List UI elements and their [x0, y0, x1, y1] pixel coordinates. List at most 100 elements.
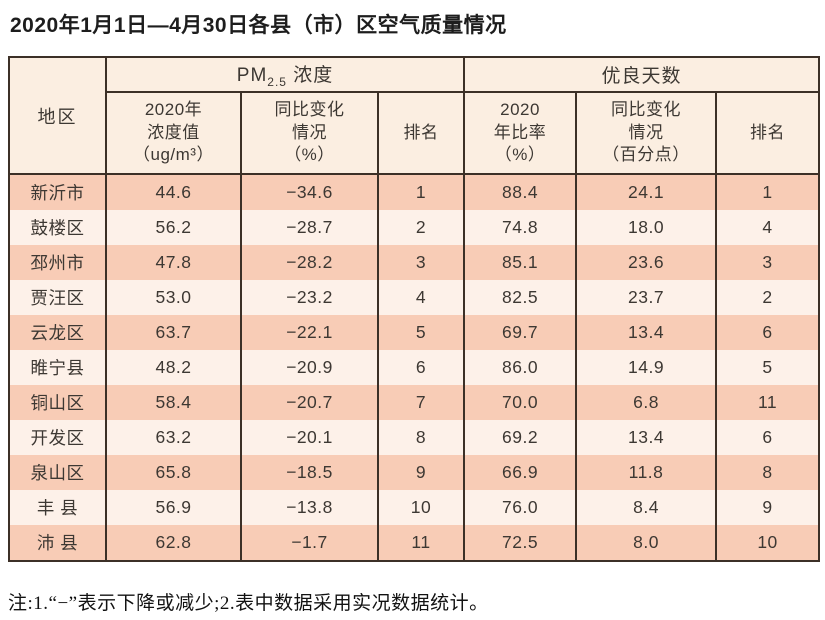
- good-rank-cell: 2: [715, 280, 821, 315]
- pm-change-cell: −34.6: [240, 174, 379, 210]
- page-title: 2020年1月1日—4月30日各县（市）区空气质量情况: [10, 14, 507, 37]
- region-cell: 云龙区: [8, 315, 107, 350]
- footnote: 注:1.“−”表示下降或减少;2.表中数据采用实况数据统计。: [8, 593, 489, 614]
- region-cell: 泉山区: [8, 455, 107, 490]
- good-change-cell: 8.0: [575, 525, 718, 561]
- region-cell: 铜山区: [8, 385, 107, 420]
- good-rate-cell: 72.5: [463, 525, 578, 561]
- pm-rank-cell: 10: [376, 490, 466, 525]
- table-row: 贾汪区 53.0 −23.2 4 82.5 23.7 2: [8, 280, 821, 315]
- good-change-cell: 8.4: [575, 490, 718, 525]
- region-cell: 邳州市: [8, 245, 107, 280]
- pm-rank-cell: 2: [376, 210, 466, 245]
- pm-value-cell: 47.8: [105, 245, 242, 280]
- good-rank-cell: 5: [715, 350, 821, 385]
- header-region: 地区: [8, 56, 107, 175]
- good-rate-cell: 86.0: [463, 350, 578, 385]
- good-rate-cell: 69.2: [463, 420, 578, 455]
- pm-change-cell: −28.7: [240, 210, 379, 245]
- region-cell: 沛 县: [8, 525, 107, 561]
- pm-change-cell: −20.1: [240, 420, 379, 455]
- table-row: 鼓楼区 56.2 −28.7 2 74.8 18.0 4: [8, 210, 821, 245]
- good-rank-cell: 6: [715, 420, 821, 455]
- air-quality-table: 地区 PM2.5 浓度 优良天数 2020年 浓度值 （ug/m³） 同比变化 …: [8, 56, 821, 562]
- good-rate-cell: 74.8: [463, 210, 578, 245]
- header-pm-change: 同比变化 情况 （%）: [240, 91, 379, 175]
- pm-change-cell: −20.7: [240, 385, 379, 420]
- pm-change-cell: −18.5: [240, 455, 379, 490]
- pm-rank-cell: 6: [376, 350, 466, 385]
- table-row: 新沂市 44.6 −34.6 1 88.4 24.1 1: [8, 174, 821, 210]
- good-rate-cell: 85.1: [463, 245, 578, 280]
- header-pm-rank: 排名: [376, 91, 466, 175]
- good-rank-cell: 10: [715, 525, 821, 561]
- good-rank-cell: 6: [715, 315, 821, 350]
- good-rank-cell: 3: [715, 245, 821, 280]
- good-change-cell: 6.8: [575, 385, 718, 420]
- header-good-rate: 2020 年比率 （%）: [463, 91, 578, 175]
- header-good-change: 同比变化 情况 （百分点）: [575, 91, 718, 175]
- good-rate-cell: 76.0: [463, 490, 578, 525]
- region-cell: 开发区: [8, 420, 107, 455]
- pm-value-cell: 63.2: [105, 420, 242, 455]
- table-header: 地区 PM2.5 浓度 优良天数 2020年 浓度值 （ug/m³） 同比变化 …: [8, 56, 821, 175]
- table-row: 丰 县 56.9 −13.8 10 76.0 8.4 9: [8, 490, 821, 525]
- pm-rank-cell: 4: [376, 280, 466, 315]
- good-change-cell: 24.1: [575, 174, 718, 210]
- pm-rank-cell: 5: [376, 315, 466, 350]
- pm-rank-cell: 9: [376, 455, 466, 490]
- group-header-row: 地区 PM2.5 浓度 优良天数: [8, 56, 821, 175]
- good-change-cell: 11.8: [575, 455, 718, 490]
- pm-value-cell: 65.8: [105, 455, 242, 490]
- region-cell: 丰 县: [8, 490, 107, 525]
- good-change-cell: 14.9: [575, 350, 718, 385]
- good-rate-cell: 69.7: [463, 315, 578, 350]
- good-rate-cell: 82.5: [463, 280, 578, 315]
- header-pm-value: 2020年 浓度值 （ug/m³）: [105, 91, 242, 175]
- good-change-cell: 23.7: [575, 280, 718, 315]
- good-rate-cell: 66.9: [463, 455, 578, 490]
- table-row: 沛 县 62.8 −1.7 11 72.5 8.0 10: [8, 525, 821, 561]
- pm-change-cell: −20.9: [240, 350, 379, 385]
- table-row: 铜山区 58.4 −20.7 7 70.0 6.8 11: [8, 385, 821, 420]
- pm25-label-subscript: 2.5: [267, 74, 287, 89]
- header-good-rank: 排名: [715, 91, 821, 175]
- good-change-cell: 13.4: [575, 420, 718, 455]
- pm-rank-cell: 1: [376, 174, 466, 210]
- pm-rank-cell: 7: [376, 385, 466, 420]
- good-rank-cell: 1: [715, 174, 821, 210]
- good-rate-cell: 70.0: [463, 385, 578, 420]
- pm-value-cell: 56.2: [105, 210, 242, 245]
- table-row: 云龙区 63.7 −22.1 5 69.7 13.4 6: [8, 315, 821, 350]
- pm25-label-prefix: PM: [236, 65, 268, 87]
- table-row: 邳州市 47.8 −28.2 3 85.1 23.6 3: [8, 245, 821, 280]
- good-rate-cell: 88.4: [463, 174, 578, 210]
- header-group-pm25: PM2.5 浓度: [104, 56, 466, 93]
- table-row: 开发区 63.2 −20.1 8 69.2 13.4 6: [8, 420, 821, 455]
- pm-value-cell: 58.4: [105, 385, 242, 420]
- pm-value-cell: 48.2: [105, 350, 242, 385]
- pm-rank-cell: 8: [376, 420, 466, 455]
- pm-value-cell: 44.6: [105, 174, 242, 210]
- good-rank-cell: 4: [715, 210, 821, 245]
- region-cell: 鼓楼区: [8, 210, 107, 245]
- pm-change-cell: −28.2: [240, 245, 379, 280]
- good-rank-cell: 8: [715, 455, 821, 490]
- pm-change-cell: −23.2: [240, 280, 379, 315]
- table-body: 新沂市 44.6 −34.6 1 88.4 24.1 1 鼓楼区 56.2 −28.7 2 74.8 1…: [8, 174, 821, 561]
- pm-change-cell: −13.8: [240, 490, 379, 525]
- region-cell: 睢宁县: [8, 350, 107, 385]
- good-change-cell: 23.6: [575, 245, 718, 280]
- pm-value-cell: 63.7: [105, 315, 242, 350]
- sub-header-row: 2020年 浓度值 （ug/m³） 同比变化 情况 （%） 排名 2020 年比…: [9, 91, 821, 175]
- region-cell: 贾汪区: [8, 280, 107, 315]
- header-group-good-days: 优良天数: [463, 56, 821, 93]
- table-row: 睢宁县 48.2 −20.9 6 86.0 14.9 5: [8, 350, 821, 385]
- good-change-cell: 18.0: [575, 210, 718, 245]
- table-row: 泉山区 65.8 −18.5 9 66.9 11.8 8: [8, 455, 821, 490]
- pm-rank-cell: 11: [376, 525, 466, 561]
- pm-change-cell: −1.7: [240, 525, 379, 561]
- pm-value-cell: 53.0: [105, 280, 242, 315]
- region-cell: 新沂市: [8, 174, 107, 210]
